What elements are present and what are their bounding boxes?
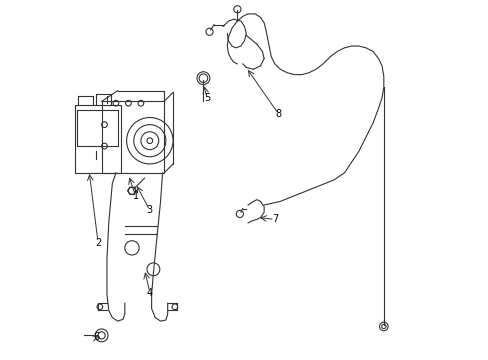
Text: 8: 8 bbox=[275, 109, 281, 119]
Text: 7: 7 bbox=[271, 214, 277, 224]
Text: 2: 2 bbox=[95, 238, 101, 248]
Bar bbox=[102, 102, 164, 173]
Text: 5: 5 bbox=[203, 93, 210, 103]
Text: 4: 4 bbox=[146, 288, 153, 297]
Text: 6: 6 bbox=[93, 332, 99, 342]
Bar bbox=[75, 105, 121, 173]
Text: 3: 3 bbox=[146, 205, 153, 215]
Text: 1: 1 bbox=[132, 191, 138, 201]
